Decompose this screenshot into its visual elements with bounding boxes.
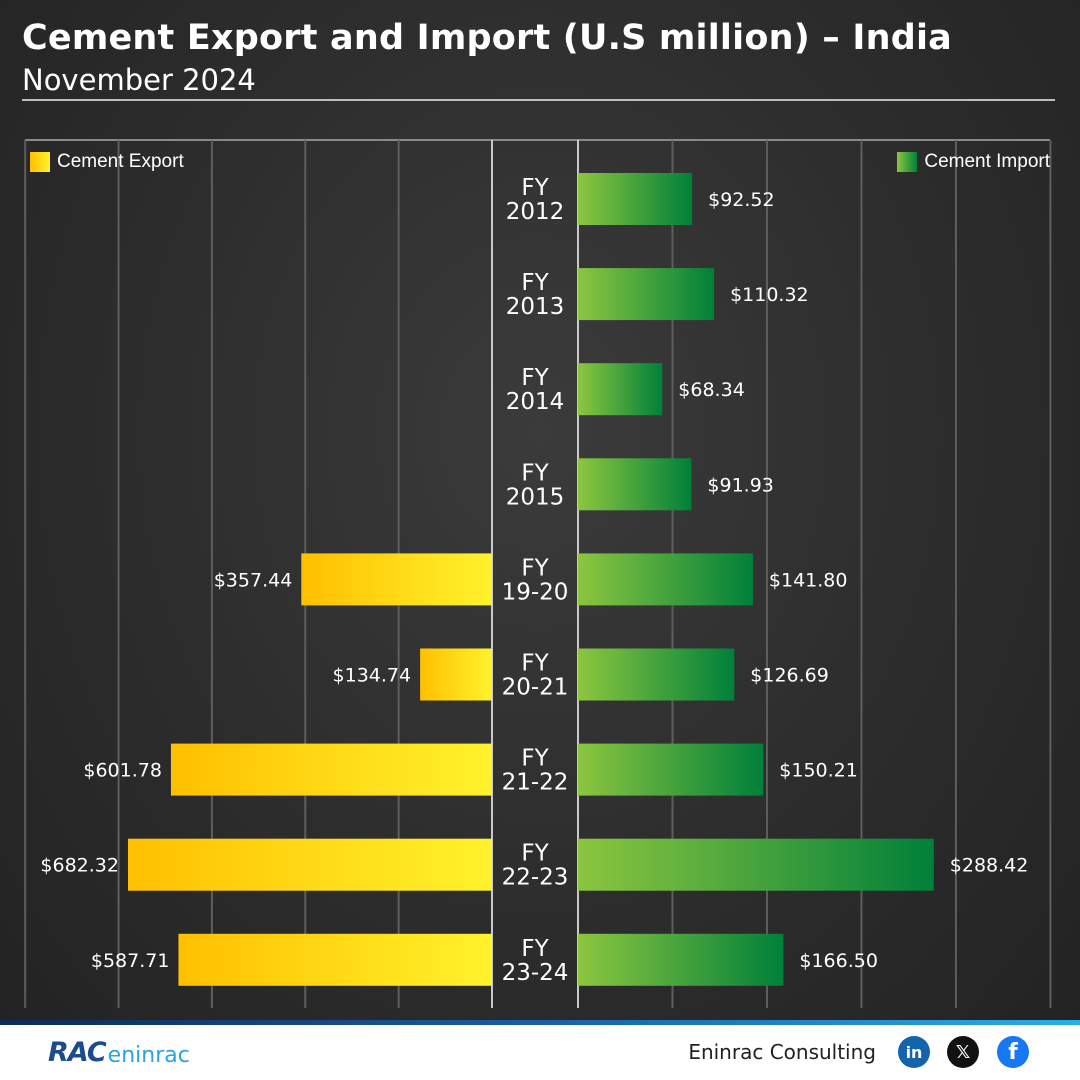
export-bar <box>301 553 492 606</box>
import-bar <box>578 933 784 986</box>
company-logo[interactable]: RAC eninrac <box>48 1037 190 1068</box>
import-value-label: $126.69 <box>750 665 829 687</box>
import-value-label: $288.42 <box>950 855 1029 877</box>
export-value-label: $587.71 <box>91 950 170 972</box>
category-label: FY 22-23 <box>502 841 569 891</box>
export-value-label: $601.78 <box>83 760 162 782</box>
import-bar <box>578 648 735 701</box>
import-value-label: $91.93 <box>707 474 773 496</box>
footer-bar: RAC eninrac Eninrac Consulting in 𝕏 f <box>0 1025 1080 1080</box>
category-label: FY 2013 <box>506 270 565 320</box>
import-bar <box>578 173 693 225</box>
export-bar <box>170 743 492 796</box>
import-bar <box>578 363 663 416</box>
chart-subtitle: November 2024 <box>22 63 256 97</box>
logo-mark: RAC <box>48 1037 107 1068</box>
brand-name: Eninrac Consulting <box>688 1040 876 1064</box>
title-divider <box>22 99 1055 101</box>
export-value-label: $134.74 <box>333 665 412 687</box>
import-value-label: $92.52 <box>708 189 774 211</box>
facebook-icon[interactable]: f <box>997 1036 1029 1068</box>
legend-swatch-import <box>897 152 918 172</box>
export-value-label: $357.44 <box>214 569 293 591</box>
legend-item-import: Cement Import <box>897 151 1050 173</box>
import-value-label: $141.80 <box>769 569 848 591</box>
category-label: FY 2015 <box>506 460 565 510</box>
import-value-label: $150.21 <box>779 760 858 782</box>
category-label: FY 21-22 <box>502 746 569 796</box>
import-bar <box>578 458 692 511</box>
import-value-label: $110.32 <box>730 284 809 306</box>
import-bar <box>578 743 764 796</box>
butterfly-bar-chart: FY 2012 $92.52 FY 2013 $110.32 FY 2014 $68.34 FY 2… <box>24 139 1052 1008</box>
legend-swatch-export <box>30 152 50 172</box>
category-label: FY 2014 <box>506 365 565 415</box>
category-label: FY 20-21 <box>502 651 569 701</box>
import-value-label: $166.50 <box>799 950 878 972</box>
import-bar <box>578 268 715 321</box>
export-bar <box>127 838 493 891</box>
import-value-label: $68.34 <box>678 379 744 401</box>
category-label: FY 2012 <box>506 175 565 225</box>
export-value-label: $682.32 <box>40 855 119 877</box>
import-bar <box>578 838 934 891</box>
legend-item-export: Cement Export <box>30 151 184 173</box>
footer-accent-line <box>0 1020 1080 1025</box>
category-label: FY 19-20 <box>502 555 569 605</box>
logo-wordmark: eninrac <box>107 1043 190 1068</box>
import-bar <box>578 553 753 606</box>
x-icon[interactable]: 𝕏 <box>947 1036 979 1068</box>
chart-title: Cement Export and Import (U.S million) –… <box>22 18 952 58</box>
legend-label-export: Cement Export <box>57 151 184 172</box>
linkedin-icon[interactable]: in <box>898 1036 930 1068</box>
category-label: FY 23-24 <box>502 936 569 986</box>
legend-label-import: Cement Import <box>924 151 1050 172</box>
export-bar <box>420 648 492 701</box>
export-bar <box>178 933 492 986</box>
